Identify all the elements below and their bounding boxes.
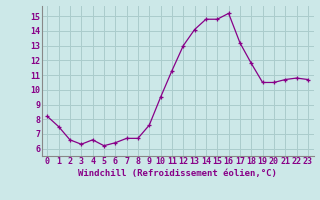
X-axis label: Windchill (Refroidissement éolien,°C): Windchill (Refroidissement éolien,°C)	[78, 169, 277, 178]
